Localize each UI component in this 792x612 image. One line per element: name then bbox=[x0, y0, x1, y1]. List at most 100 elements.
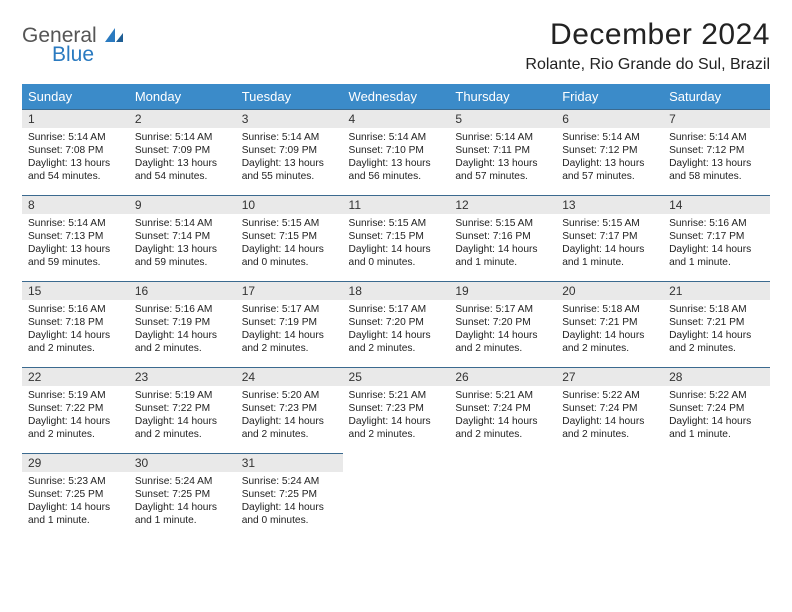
day-number: 6 bbox=[556, 110, 663, 128]
calendar-cell: 2Sunrise: 5:14 AMSunset: 7:09 PMDaylight… bbox=[129, 110, 236, 196]
calendar-cell: 18Sunrise: 5:17 AMSunset: 7:20 PMDayligh… bbox=[343, 282, 450, 368]
day-details: Sunrise: 5:14 AMSunset: 7:11 PMDaylight:… bbox=[449, 128, 556, 187]
daylight-line: Daylight: 14 hours and 2 minutes. bbox=[28, 415, 123, 441]
day-number: 19 bbox=[449, 282, 556, 300]
daylight-line: Daylight: 14 hours and 1 minute. bbox=[562, 243, 657, 269]
calendar-cell: 15Sunrise: 5:16 AMSunset: 7:18 PMDayligh… bbox=[22, 282, 129, 368]
sunset-line: Sunset: 7:25 PM bbox=[135, 488, 230, 501]
daylight-line: Daylight: 14 hours and 2 minutes. bbox=[135, 329, 230, 355]
calendar-cell: 28Sunrise: 5:22 AMSunset: 7:24 PMDayligh… bbox=[663, 368, 770, 454]
title-block: December 2024 Rolante, Rio Grande do Sul… bbox=[525, 18, 770, 74]
day-details: Sunrise: 5:24 AMSunset: 7:25 PMDaylight:… bbox=[236, 472, 343, 531]
sunset-line: Sunset: 7:19 PM bbox=[135, 316, 230, 329]
calendar-table: Sunday Monday Tuesday Wednesday Thursday… bbox=[22, 84, 770, 540]
logo-text: General Blue bbox=[22, 24, 125, 67]
sunrise-line: Sunrise: 5:15 AM bbox=[455, 217, 550, 230]
sunrise-line: Sunrise: 5:18 AM bbox=[669, 303, 764, 316]
calendar-cell: 31Sunrise: 5:24 AMSunset: 7:25 PMDayligh… bbox=[236, 454, 343, 540]
calendar-cell: 8Sunrise: 5:14 AMSunset: 7:13 PMDaylight… bbox=[22, 196, 129, 282]
day-details: Sunrise: 5:21 AMSunset: 7:24 PMDaylight:… bbox=[449, 386, 556, 445]
day-details: Sunrise: 5:16 AMSunset: 7:19 PMDaylight:… bbox=[129, 300, 236, 359]
calendar-cell: 20Sunrise: 5:18 AMSunset: 7:21 PMDayligh… bbox=[556, 282, 663, 368]
sunrise-line: Sunrise: 5:14 AM bbox=[242, 131, 337, 144]
daylight-line: Daylight: 14 hours and 2 minutes. bbox=[669, 329, 764, 355]
day-details: Sunrise: 5:16 AMSunset: 7:18 PMDaylight:… bbox=[22, 300, 129, 359]
weekday-sunday: Sunday bbox=[22, 84, 129, 110]
day-number: 30 bbox=[129, 454, 236, 472]
day-details: Sunrise: 5:22 AMSunset: 7:24 PMDaylight:… bbox=[556, 386, 663, 445]
daylight-line: Daylight: 14 hours and 2 minutes. bbox=[455, 329, 550, 355]
sunrise-line: Sunrise: 5:17 AM bbox=[349, 303, 444, 316]
daylight-line: Daylight: 14 hours and 2 minutes. bbox=[242, 415, 337, 441]
daylight-line: Daylight: 13 hours and 56 minutes. bbox=[349, 157, 444, 183]
calendar-cell: 9Sunrise: 5:14 AMSunset: 7:14 PMDaylight… bbox=[129, 196, 236, 282]
sunrise-line: Sunrise: 5:17 AM bbox=[455, 303, 550, 316]
calendar-cell: 7Sunrise: 5:14 AMSunset: 7:12 PMDaylight… bbox=[663, 110, 770, 196]
day-number: 3 bbox=[236, 110, 343, 128]
calendar-cell: 27Sunrise: 5:22 AMSunset: 7:24 PMDayligh… bbox=[556, 368, 663, 454]
daylight-line: Daylight: 13 hours and 57 minutes. bbox=[562, 157, 657, 183]
daylight-line: Daylight: 14 hours and 1 minute. bbox=[28, 501, 123, 527]
calendar-row: 15Sunrise: 5:16 AMSunset: 7:18 PMDayligh… bbox=[22, 282, 770, 368]
day-number: 8 bbox=[22, 196, 129, 214]
day-number: 10 bbox=[236, 196, 343, 214]
sunrise-line: Sunrise: 5:22 AM bbox=[669, 389, 764, 402]
day-number: 27 bbox=[556, 368, 663, 386]
daylight-line: Daylight: 13 hours and 59 minutes. bbox=[28, 243, 123, 269]
day-details: Sunrise: 5:18 AMSunset: 7:21 PMDaylight:… bbox=[556, 300, 663, 359]
sunset-line: Sunset: 7:10 PM bbox=[349, 144, 444, 157]
day-number: 11 bbox=[343, 196, 450, 214]
weekday-wednesday: Wednesday bbox=[343, 84, 450, 110]
sunrise-line: Sunrise: 5:14 AM bbox=[562, 131, 657, 144]
sunrise-line: Sunrise: 5:24 AM bbox=[135, 475, 230, 488]
day-number: 13 bbox=[556, 196, 663, 214]
sunrise-line: Sunrise: 5:17 AM bbox=[242, 303, 337, 316]
sunrise-line: Sunrise: 5:14 AM bbox=[349, 131, 444, 144]
sunset-line: Sunset: 7:15 PM bbox=[349, 230, 444, 243]
sunrise-line: Sunrise: 5:20 AM bbox=[242, 389, 337, 402]
weekday-saturday: Saturday bbox=[663, 84, 770, 110]
day-details: Sunrise: 5:14 AMSunset: 7:12 PMDaylight:… bbox=[663, 128, 770, 187]
daylight-line: Daylight: 14 hours and 2 minutes. bbox=[349, 415, 444, 441]
sunset-line: Sunset: 7:20 PM bbox=[349, 316, 444, 329]
day-number: 26 bbox=[449, 368, 556, 386]
sunset-line: Sunset: 7:11 PM bbox=[455, 144, 550, 157]
calendar-cell: 3Sunrise: 5:14 AMSunset: 7:09 PMDaylight… bbox=[236, 110, 343, 196]
weekday-monday: Monday bbox=[129, 84, 236, 110]
calendar-cell: 26Sunrise: 5:21 AMSunset: 7:24 PMDayligh… bbox=[449, 368, 556, 454]
sunset-line: Sunset: 7:19 PM bbox=[242, 316, 337, 329]
calendar-cell bbox=[663, 454, 770, 540]
calendar-row: 29Sunrise: 5:23 AMSunset: 7:25 PMDayligh… bbox=[22, 454, 770, 540]
day-details: Sunrise: 5:20 AMSunset: 7:23 PMDaylight:… bbox=[236, 386, 343, 445]
day-number: 1 bbox=[22, 110, 129, 128]
sunrise-line: Sunrise: 5:14 AM bbox=[669, 131, 764, 144]
day-details: Sunrise: 5:23 AMSunset: 7:25 PMDaylight:… bbox=[22, 472, 129, 531]
weekday-thursday: Thursday bbox=[449, 84, 556, 110]
day-number: 31 bbox=[236, 454, 343, 472]
sunrise-line: Sunrise: 5:24 AM bbox=[242, 475, 337, 488]
calendar-cell bbox=[556, 454, 663, 540]
daylight-line: Daylight: 14 hours and 2 minutes. bbox=[28, 329, 123, 355]
calendar-page: General Blue December 2024 Rolante, Rio … bbox=[0, 0, 792, 550]
calendar-cell: 11Sunrise: 5:15 AMSunset: 7:15 PMDayligh… bbox=[343, 196, 450, 282]
day-details: Sunrise: 5:14 AMSunset: 7:12 PMDaylight:… bbox=[556, 128, 663, 187]
daylight-line: Daylight: 13 hours and 55 minutes. bbox=[242, 157, 337, 183]
day-details: Sunrise: 5:14 AMSunset: 7:08 PMDaylight:… bbox=[22, 128, 129, 187]
calendar-cell: 1Sunrise: 5:14 AMSunset: 7:08 PMDaylight… bbox=[22, 110, 129, 196]
day-details: Sunrise: 5:15 AMSunset: 7:15 PMDaylight:… bbox=[236, 214, 343, 273]
daylight-line: Daylight: 13 hours and 57 minutes. bbox=[455, 157, 550, 183]
sunset-line: Sunset: 7:22 PM bbox=[28, 402, 123, 415]
header: General Blue December 2024 Rolante, Rio … bbox=[22, 18, 770, 74]
sunset-line: Sunset: 7:23 PM bbox=[242, 402, 337, 415]
sunrise-line: Sunrise: 5:14 AM bbox=[28, 217, 123, 230]
day-details: Sunrise: 5:15 AMSunset: 7:17 PMDaylight:… bbox=[556, 214, 663, 273]
sunset-line: Sunset: 7:14 PM bbox=[135, 230, 230, 243]
sunset-line: Sunset: 7:24 PM bbox=[455, 402, 550, 415]
daylight-line: Daylight: 13 hours and 54 minutes. bbox=[135, 157, 230, 183]
day-number: 28 bbox=[663, 368, 770, 386]
daylight-line: Daylight: 14 hours and 1 minute. bbox=[135, 501, 230, 527]
day-details: Sunrise: 5:24 AMSunset: 7:25 PMDaylight:… bbox=[129, 472, 236, 531]
daylight-line: Daylight: 14 hours and 1 minute. bbox=[455, 243, 550, 269]
day-number: 16 bbox=[129, 282, 236, 300]
calendar-cell: 21Sunrise: 5:18 AMSunset: 7:21 PMDayligh… bbox=[663, 282, 770, 368]
